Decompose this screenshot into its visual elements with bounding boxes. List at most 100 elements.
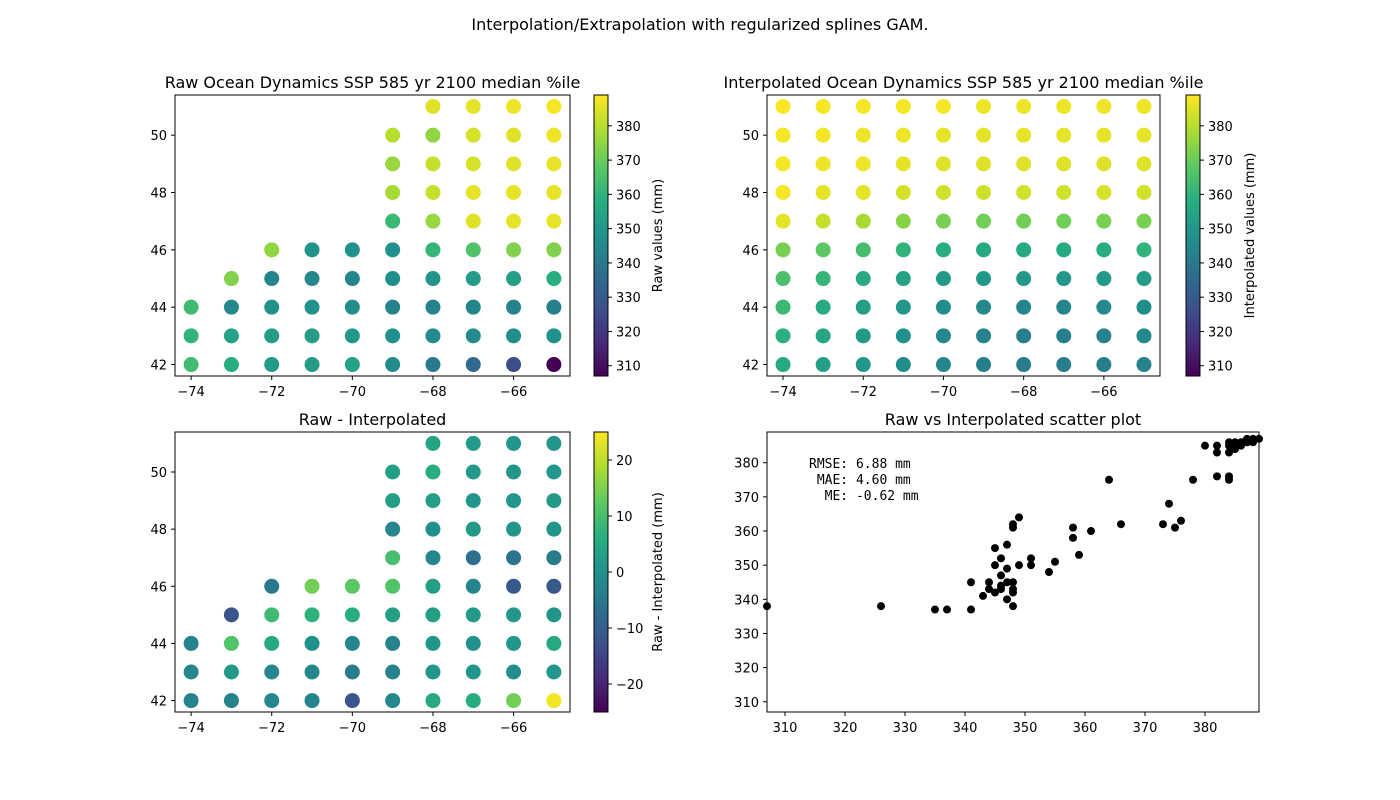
data-point: [815, 156, 831, 172]
data-point: [344, 357, 360, 373]
data-point: [264, 328, 280, 344]
chart-panel-2: Interpolated Ocean Dynamics SSP 585 yr 2…: [724, 73, 1258, 400]
data-point: [775, 271, 791, 287]
data-point: [775, 156, 791, 172]
data-point: [1056, 328, 1072, 344]
data-point: [1136, 156, 1152, 172]
colorbar-tick-label: 320: [1208, 325, 1233, 340]
data-point: [895, 127, 911, 143]
data-point: [1136, 127, 1152, 143]
data-point: [506, 664, 522, 680]
colorbar-tick-label: 350: [1208, 223, 1233, 238]
data-point: [425, 184, 441, 200]
colorbar-tick-label: −10: [616, 622, 643, 637]
data-point: [385, 521, 401, 537]
data-point: [1003, 564, 1011, 573]
data-point: [976, 328, 992, 344]
data-point: [385, 213, 401, 229]
data-point: [976, 98, 992, 114]
data-point: [425, 435, 441, 451]
x-tick-label: −66: [500, 721, 527, 736]
data-point: [344, 242, 360, 258]
data-point: [815, 213, 831, 229]
data-point: [223, 635, 239, 651]
axes-frame: [766, 94, 1161, 377]
data-point: [1027, 561, 1035, 570]
data-point: [1003, 595, 1011, 604]
data-point: [1045, 568, 1053, 576]
data-point: [183, 328, 199, 344]
data-point: [385, 357, 401, 373]
data-point: [264, 635, 280, 651]
data-point: [985, 585, 993, 594]
stats-annotation-line: RMSE: 6.88 mm: [809, 457, 911, 472]
data-point: [1136, 184, 1152, 200]
data-point: [223, 299, 239, 315]
data-point: [546, 607, 562, 623]
data-point: [935, 127, 951, 143]
data-point: [935, 271, 951, 287]
data-point: [304, 242, 320, 258]
data-point: [1056, 127, 1072, 143]
data-point: [895, 357, 911, 373]
data-point: [264, 242, 280, 258]
colorbar-tick-label: 350: [616, 223, 641, 238]
data-point: [465, 578, 481, 594]
data-point: [855, 213, 871, 229]
colorbar-label: Raw values (mm): [651, 179, 666, 292]
data-point: [1213, 472, 1221, 481]
x-tick-label: −68: [419, 385, 446, 400]
data-point: [855, 328, 871, 344]
data-point: [1051, 557, 1059, 566]
data-point: [506, 98, 522, 114]
data-point: [1016, 299, 1032, 315]
data-point: [385, 328, 401, 344]
colorbar-tick-label: 380: [1208, 120, 1233, 135]
x-tick-label: −68: [1010, 385, 1037, 400]
colorbar-tick-label: 0: [616, 566, 624, 581]
data-point: [855, 156, 871, 172]
data-point: [997, 554, 1005, 563]
data-point: [976, 242, 992, 258]
chart-title: Raw vs Interpolated scatter plot: [885, 410, 1141, 429]
x-tick-label: −74: [177, 385, 204, 400]
data-point: [546, 464, 562, 480]
data-point: [425, 578, 441, 594]
chart-panel-4: Raw vs Interpolated scatter plot 310 320 33…: [734, 410, 1263, 736]
data-point: [546, 127, 562, 143]
data-point: [1096, 357, 1112, 373]
x-tick-label: −70: [930, 385, 957, 400]
data-point: [385, 607, 401, 623]
figure-title: Interpolation/Extrapolation with regular…: [471, 15, 928, 34]
data-point: [465, 98, 481, 114]
chart-title: Raw Ocean Dynamics SSP 585 yr 2100 media…: [165, 73, 581, 92]
x-tick-label: −70: [339, 721, 366, 736]
data-point: [465, 521, 481, 537]
data-point: [465, 328, 481, 344]
colorbar-tick-label: 370: [616, 154, 641, 169]
data-point: [304, 607, 320, 623]
data-point: [425, 357, 441, 373]
data-point: [304, 664, 320, 680]
data-point: [183, 664, 199, 680]
data-point: [1231, 438, 1239, 447]
data-point: [1249, 438, 1257, 447]
data-point: [895, 156, 911, 172]
data-point: [304, 328, 320, 344]
data-point: [1237, 441, 1245, 450]
data-point: [1096, 271, 1112, 287]
data-point: [546, 98, 562, 114]
data-point: [1056, 184, 1072, 200]
data-point: [385, 693, 401, 709]
data-point: [1136, 328, 1152, 344]
x-tick-label: −66: [1090, 385, 1117, 400]
data-point: [1016, 156, 1032, 172]
data-point: [967, 578, 975, 587]
data-point: [935, 242, 951, 258]
data-point: [223, 693, 239, 709]
data-point: [465, 693, 481, 709]
data-point: [425, 213, 441, 229]
data-point: [1009, 602, 1017, 611]
data-point: [1096, 299, 1112, 315]
data-point: [425, 299, 441, 315]
